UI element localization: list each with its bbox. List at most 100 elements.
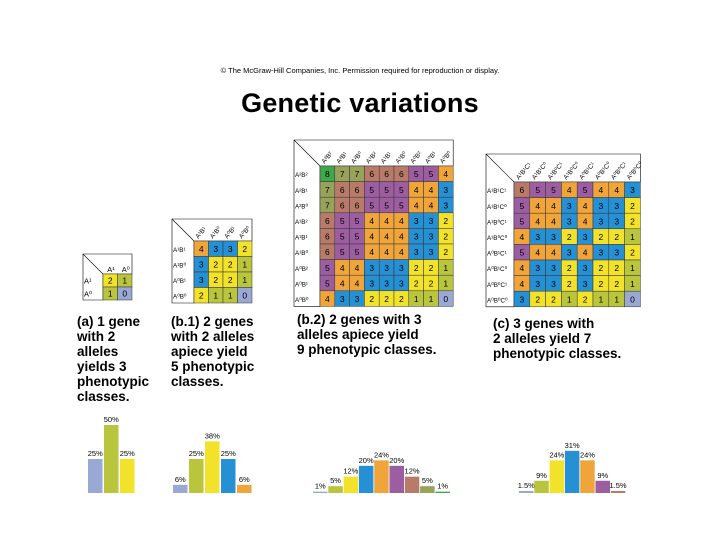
histogram-1-bar (173, 484, 188, 493)
grid-b2-row-header: A⁰B² (295, 266, 308, 273)
grid-c-cell-value: 3 (535, 279, 540, 289)
histogram-1-bar-label: 6% (175, 475, 186, 484)
grid-b2-row-header: A¹B⁰ (295, 250, 308, 257)
grid-c-cell-value: 2 (567, 232, 572, 242)
grid-b2-cell-value: 1 (414, 294, 419, 304)
grid-c-row-header: A¹B¹C⁰ (487, 204, 507, 211)
histogram-3-bar (595, 480, 610, 493)
histogram-3-bar-label: 24% (580, 450, 595, 459)
grid-b2-cell-value: 6 (355, 200, 360, 210)
grid-a-cell (117, 286, 133, 301)
page-title: Genetic variations (241, 88, 479, 118)
grid-b2-cell-value: 4 (414, 200, 419, 210)
histogram-0-bar-label: 25% (88, 449, 103, 458)
grid-b2-cell-value: 3 (414, 216, 419, 226)
grid-b1-cell-value: 2 (228, 275, 233, 285)
histogram-3-bar (580, 460, 595, 493)
copyright-notice: © The McGraw-Hill Companies, Inc. Permis… (220, 66, 500, 75)
grid-c-cell-value: 3 (599, 216, 604, 226)
grid-c-row-header: A⁰B¹C¹ (487, 251, 507, 258)
histogram-3-bar-label: 1.5% (518, 481, 535, 490)
grid-b2-cell-value: 6 (340, 185, 345, 195)
histogram-3-bar (549, 460, 565, 493)
grid-b2-cell-value: 0 (443, 294, 448, 304)
grid-b2-row-header: A²B⁰ (295, 203, 308, 210)
grid-a-cell-value: 1 (108, 288, 113, 298)
grid-c-cell-value: 4 (567, 185, 572, 195)
histogram-1-bar (237, 484, 252, 493)
grid-c-cell-value: 2 (599, 279, 604, 289)
grid-b2-cell-value: 2 (429, 263, 434, 273)
grid-b2-cell-value: 6 (355, 185, 360, 195)
grid-b1-cell-value: 3 (199, 260, 204, 270)
grid-c-cell-value: 2 (535, 294, 540, 304)
grid-b1-cell-value: 2 (228, 260, 233, 270)
grid-c-cell-value: 2 (567, 279, 572, 289)
grid-c-cell-value: 3 (614, 248, 619, 258)
grid-b2-cell-value: 2 (384, 294, 389, 304)
grid-c-cell-value: 3 (583, 263, 588, 273)
grid-c-row-header: A⁰B⁰C⁰ (487, 297, 508, 304)
grid-b1-row-header: A⁰B¹ (173, 278, 186, 285)
histogram-0-bar-label: 50% (104, 415, 119, 424)
histogram-3-bar-label: 9% (597, 471, 608, 480)
histogram-3-bar-label: 24% (549, 450, 564, 459)
grid-b2-cell-value: 7 (325, 200, 330, 210)
histogram-3-bar (564, 450, 580, 493)
grid-c-cell-value: 1 (614, 294, 619, 304)
grid-b2-cell-value: 8 (325, 169, 330, 179)
histogram-1-bar (205, 441, 220, 493)
histogram-2-bar-label: 12% (405, 467, 420, 476)
grid-c-cell-value: 2 (599, 232, 604, 242)
grid-b2-cell-value: 4 (340, 278, 345, 288)
grid-b2-cell-value: 6 (399, 169, 404, 179)
grid-c-cell-value: 1 (630, 279, 635, 289)
grid-c-cell-value: 3 (630, 185, 635, 195)
grid-c-cell-value: 5 (520, 248, 525, 258)
grid-c-cell-value: 4 (614, 185, 619, 195)
grid-c-cell-value: 3 (583, 232, 588, 242)
grid-b2-cell-value: 4 (369, 232, 374, 242)
grid-c-cell-value: 2 (583, 294, 588, 304)
grid-c-cell-value: 2 (630, 248, 635, 258)
histogram-2-bar (420, 486, 435, 493)
grid-b2-cell-value: 1 (443, 278, 448, 288)
grid-a-cell-value: 1 (122, 275, 127, 285)
grid-b2-cell-value: 2 (369, 294, 374, 304)
grid-b2-row-header: A⁰B¹ (295, 281, 308, 288)
grid-c-cell-value: 4 (535, 248, 540, 258)
grid-a-col-header: A¹ (107, 265, 115, 274)
histogram-2-bar (435, 491, 450, 493)
grid-b2-cell-value: 4 (399, 232, 404, 242)
histogram-3-bar (610, 490, 626, 493)
grid-b2-cell-value: 5 (325, 278, 330, 288)
histogram-2-bar-label: 5% (422, 476, 433, 485)
grid-c-cell-value: 1 (567, 294, 572, 304)
grid-c-cell-value: 0 (630, 294, 635, 304)
grid-b2-cell-value: 5 (325, 263, 330, 273)
grid-c-cell-value: 4 (551, 248, 556, 258)
grid-b2-cell-value: 4 (429, 185, 434, 195)
grid-b2-cell-value: 6 (325, 247, 330, 257)
histogram-0-bar (88, 459, 103, 493)
grid-b2-cell-value: 3 (443, 185, 448, 195)
grid-c-cell-value: 2 (599, 263, 604, 273)
grid-c-cell-value: 2 (614, 279, 619, 289)
grid-b2-cell-value: 3 (429, 247, 434, 257)
grid-c-cell-value: 3 (567, 201, 572, 211)
grid-c-cell-value: 3 (520, 294, 525, 304)
grid-c-row-header: A¹B⁰C¹ (487, 219, 507, 226)
histogram-1-bar (221, 459, 236, 493)
grid-a-cell-value: 0 (122, 288, 127, 298)
grid-b2-cell-value: 4 (369, 216, 374, 226)
grid-b2-cell-value: 3 (384, 278, 389, 288)
grid-b1-cell-value: 2 (213, 260, 218, 270)
grid-b2-row-header: A¹B² (295, 219, 308, 226)
grid-b2-cell-value: 1 (429, 294, 434, 304)
grid-b2-cell-value: 2 (443, 216, 448, 226)
grid-c-cell-value: 2 (551, 294, 556, 304)
grid-c-cell-value: 4 (583, 248, 588, 258)
grid-b2-cell-value: 4 (325, 294, 330, 304)
grid-c-cell-value: 3 (551, 279, 556, 289)
